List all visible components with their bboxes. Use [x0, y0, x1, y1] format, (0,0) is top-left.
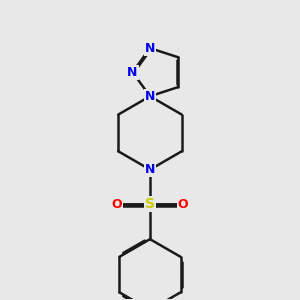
- Text: N: N: [145, 163, 155, 176]
- Text: N: N: [145, 90, 155, 103]
- Text: N: N: [127, 66, 138, 79]
- Text: S: S: [145, 197, 155, 212]
- Text: O: O: [178, 198, 188, 211]
- Text: O: O: [112, 198, 122, 211]
- Text: N: N: [145, 42, 155, 55]
